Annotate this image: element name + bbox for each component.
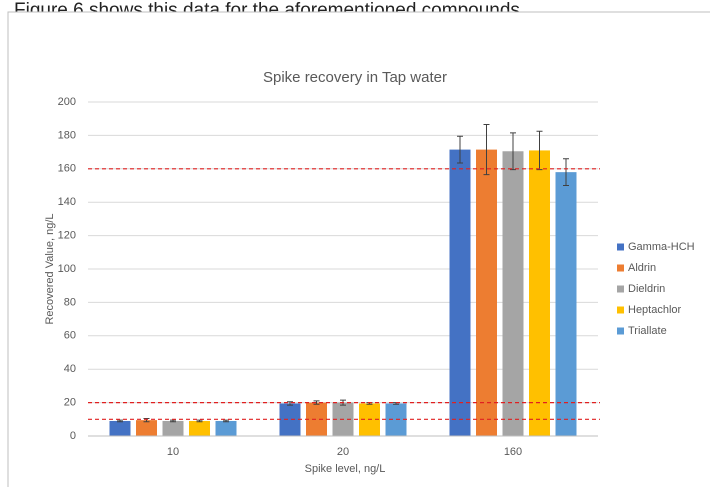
- legend-swatch: [617, 327, 624, 335]
- y-tick-label: 200: [58, 96, 76, 108]
- error-bar: [287, 401, 293, 406]
- error-bar: [457, 135, 463, 164]
- error-bar: [223, 419, 229, 423]
- bar: [555, 172, 577, 436]
- legend-label: Gamma-HCH: [628, 241, 695, 253]
- bar: [306, 402, 327, 436]
- error-bar: [563, 158, 569, 186]
- y-tick-label: 160: [58, 163, 76, 175]
- error-bar: [510, 132, 516, 171]
- bar: [476, 149, 497, 436]
- legend-swatch: [617, 264, 624, 272]
- legend-label: Triallate: [628, 325, 667, 337]
- error-bar: [170, 419, 176, 423]
- error-bar: [117, 419, 123, 423]
- x-tick-label: 20: [337, 446, 349, 458]
- bar: [279, 403, 301, 436]
- legend-label: Heptachlor: [628, 304, 682, 316]
- bar: [449, 149, 471, 436]
- legend-swatch: [617, 285, 624, 293]
- bar: [215, 420, 237, 436]
- legend-swatch: [617, 306, 624, 314]
- bar: [502, 151, 524, 436]
- error-bar: [483, 124, 490, 176]
- caption: Figure 6 shows this data for the aforeme…: [14, 0, 520, 21]
- legend-swatch: [617, 243, 624, 251]
- y-tick-label: 100: [58, 263, 76, 275]
- y-tick-label: 0: [70, 430, 76, 442]
- bar: [162, 420, 184, 436]
- x-tick-label: 10: [167, 446, 179, 458]
- bar: [109, 420, 131, 436]
- legend-label: Dieldrin: [628, 283, 665, 295]
- y-tick-label: 80: [64, 296, 76, 308]
- error-bar: [196, 419, 203, 423]
- error-bar: [313, 400, 320, 405]
- y-tick-label: 140: [58, 196, 76, 208]
- chart-frame: [7, 11, 710, 487]
- y-tick-label: 40: [64, 363, 76, 375]
- error-bar: [536, 130, 543, 171]
- y-tick-label: 60: [64, 330, 76, 342]
- legend-label: Aldrin: [628, 262, 656, 274]
- x-tick-label: 160: [504, 446, 522, 458]
- y-tick-label: 120: [58, 230, 76, 242]
- bar: [136, 420, 157, 436]
- bar: [189, 420, 210, 436]
- bar: [529, 150, 550, 436]
- x-axis-title: Spike level, ng/L: [305, 463, 386, 475]
- chart-title: Spike recovery in Tap water: [263, 69, 447, 86]
- y-tick-label: 180: [58, 129, 76, 141]
- y-axis-title: Recovered Value, ng/L: [44, 213, 56, 324]
- y-tick-label: 20: [64, 397, 76, 409]
